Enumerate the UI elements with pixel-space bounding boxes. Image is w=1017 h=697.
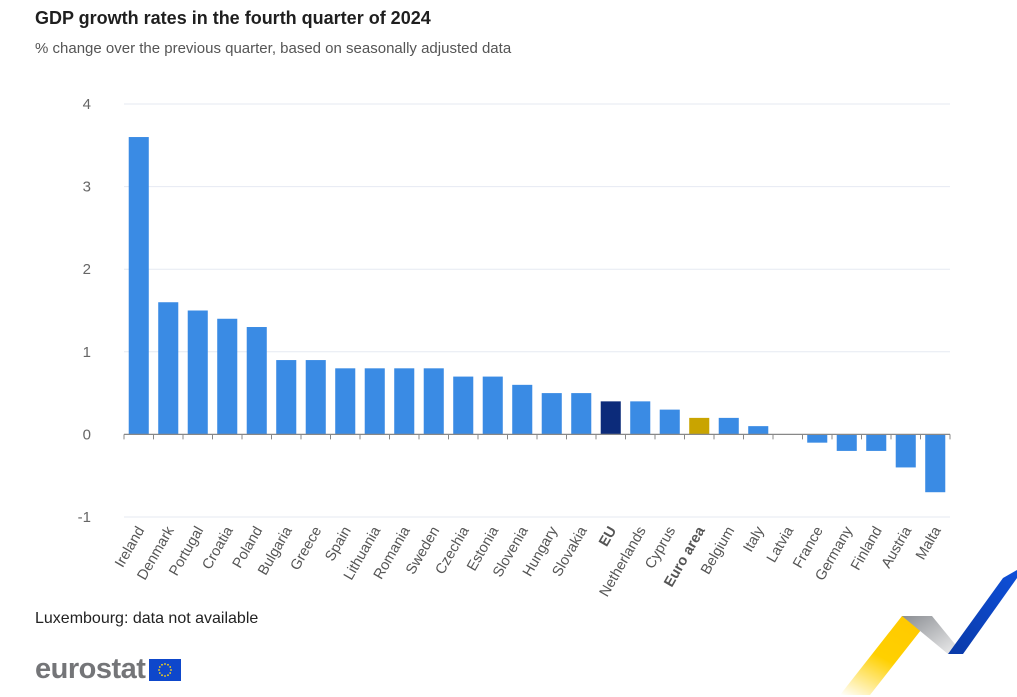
- y-axis-tick-labels: -1 0 1 2 3 4: [78, 96, 91, 526]
- footnote: Luxembourg: data not available: [35, 610, 259, 627]
- bar-bulgaria[interactable]: [276, 360, 297, 435]
- y-tick-label: -1: [78, 509, 91, 526]
- bar-italy[interactable]: [748, 426, 769, 435]
- bar-ireland[interactable]: [128, 137, 149, 435]
- bar-sweden[interactable]: [423, 368, 444, 435]
- gridlines: [124, 103, 950, 518]
- eurostat-logo[interactable]: eurostat: [35, 653, 182, 686]
- bars: [128, 137, 946, 493]
- bar-cyprus[interactable]: [659, 409, 680, 435]
- bar-france[interactable]: [807, 434, 828, 443]
- x-tick-label: EU: [596, 524, 620, 549]
- y-tick-label: 3: [83, 179, 91, 196]
- bar-finland[interactable]: [866, 434, 887, 451]
- eurostat-logo-text: eurostat: [35, 653, 146, 685]
- x-tick-label: Malta: [913, 523, 945, 563]
- bar-portugal[interactable]: [187, 310, 208, 435]
- y-tick-label: 2: [83, 261, 91, 278]
- x-tick-label: Italy: [741, 523, 769, 555]
- bar-croatia[interactable]: [217, 318, 238, 435]
- bar-eu[interactable]: [600, 401, 621, 435]
- y-tick-label: 0: [83, 426, 91, 443]
- bar-romania[interactable]: [394, 368, 415, 435]
- y-tick-label: 4: [83, 96, 91, 113]
- bar-spain[interactable]: [335, 368, 356, 435]
- decorative-ribbon-graphic: [840, 570, 1017, 695]
- bar-lithuania[interactable]: [364, 368, 385, 435]
- bar-austria[interactable]: [895, 434, 916, 468]
- bar-netherlands[interactable]: [630, 401, 651, 435]
- bar-malta[interactable]: [925, 434, 946, 493]
- bar-czechia[interactable]: [453, 376, 474, 435]
- eu-flag-icon: [149, 658, 182, 681]
- x-tick-label: Austria: [879, 523, 916, 571]
- x-axis-tick-labels: IrelandDenmarkPortugalCroatiaPolandBulga…: [112, 523, 945, 600]
- bar-hungary[interactable]: [541, 393, 562, 435]
- y-tick-label: 1: [83, 344, 91, 361]
- chart-subtitle: % change over the previous quarter, base…: [35, 40, 512, 57]
- bar-slovenia[interactable]: [512, 384, 533, 435]
- bar-euro-area[interactable]: [689, 417, 710, 435]
- bar-poland[interactable]: [246, 327, 267, 435]
- bar-estonia[interactable]: [482, 376, 503, 435]
- bar-greece[interactable]: [305, 360, 326, 435]
- bar-slovakia[interactable]: [571, 393, 592, 435]
- bar-belgium[interactable]: [718, 417, 739, 435]
- bar-denmark[interactable]: [158, 302, 179, 435]
- bar-germany[interactable]: [836, 434, 857, 451]
- x-axis: [123, 433, 951, 440]
- chart-title: GDP growth rates in the fourth quarter o…: [35, 8, 431, 28]
